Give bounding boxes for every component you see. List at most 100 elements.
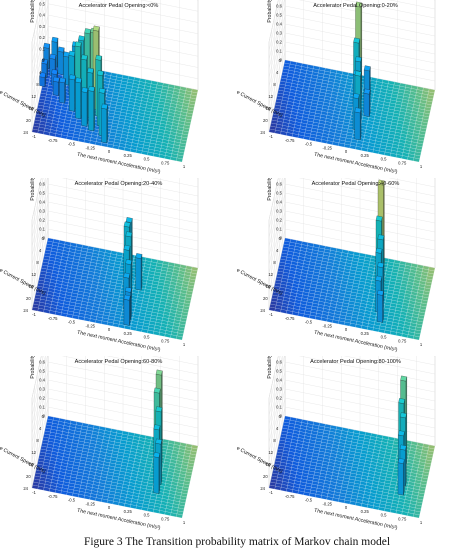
- y-tick-label: 16: [266, 106, 271, 111]
- z-gridline: [388, 0, 436, 10]
- x-tick-label: 0: [345, 505, 348, 510]
- bar-front: [397, 462, 404, 496]
- data-bar: [363, 88, 371, 117]
- z-gridline: [388, 356, 436, 366]
- data-bar: [377, 289, 384, 323]
- y-tick-label: 4: [39, 426, 42, 431]
- bar-top: [125, 286, 132, 293]
- bar-front: [88, 90, 94, 132]
- x-tick-label: 0.75: [398, 160, 407, 165]
- bar-top: [78, 35, 85, 42]
- x-tick-label: -0.5: [305, 320, 313, 325]
- surface-cell: [176, 157, 183, 163]
- chart-title: Accelerator Pedal Opening:60-80%: [74, 359, 163, 365]
- bar-top: [398, 430, 405, 437]
- bar-top: [98, 87, 106, 94]
- bar-front: [59, 81, 65, 104]
- z-tick-label: 0.5: [39, 369, 45, 374]
- x-tick-label: -0.5: [68, 498, 76, 503]
- bar-top: [155, 369, 163, 376]
- y-tick-label: 24: [23, 486, 28, 491]
- bar-top: [69, 74, 76, 81]
- bar-top: [51, 36, 59, 43]
- z-tick-label: 0.2: [276, 40, 282, 45]
- y-tick-label: 16: [29, 462, 34, 467]
- bar-top: [355, 1, 362, 8]
- z-tick-label: 0.3: [276, 387, 282, 392]
- bar-top: [43, 42, 50, 49]
- z-tick-label: 0.1: [39, 227, 45, 232]
- bar-top: [155, 438, 162, 445]
- y-tick-label: 12: [31, 94, 36, 99]
- z-tick-label: 0: [43, 236, 46, 241]
- bar-top: [377, 179, 385, 186]
- bar-side: [158, 453, 160, 494]
- bar-top: [375, 275, 382, 282]
- z-gridline: [388, 178, 436, 188]
- bar-side: [130, 288, 132, 320]
- z-tick-label: 0: [280, 414, 283, 419]
- z-tick-label: 0.2: [39, 396, 45, 401]
- x-tick-label: 0.5: [381, 157, 387, 162]
- surface-cell: [176, 335, 183, 341]
- bar-top: [125, 217, 133, 223]
- x-tick-label: -0.5: [68, 320, 76, 325]
- y-tick-label: 8: [36, 438, 39, 443]
- data-bar: [69, 74, 76, 112]
- x-tick-label: 0.5: [144, 513, 150, 518]
- y-tick-label: 4: [39, 248, 42, 253]
- bar-side: [360, 108, 362, 140]
- y-tick-label: 20: [263, 296, 268, 301]
- x-tick-label: 0.25: [124, 331, 133, 336]
- y-tick-label: 16: [266, 284, 271, 289]
- y-tick-label: 8: [36, 260, 39, 265]
- y-tick-label: 20: [263, 474, 268, 479]
- bar-front: [354, 111, 361, 141]
- x-tick-label: 0.75: [161, 338, 170, 343]
- y-tick-label: 4: [276, 70, 279, 75]
- bar-front: [57, 50, 64, 75]
- z-tick-label: 0.5: [39, 1, 45, 6]
- bar-top: [75, 77, 82, 84]
- z-axis-label: Probability: [267, 178, 273, 201]
- y-tick-label: 0: [279, 236, 282, 241]
- figure-caption: Figure 3 The Transition probability matr…: [83, 536, 391, 548]
- z-tick-label: 0.1: [276, 405, 282, 410]
- bar-front: [39, 76, 46, 87]
- bar-top: [39, 72, 46, 78]
- bar-front: [135, 257, 142, 291]
- x-tick-label: 0.75: [161, 160, 170, 165]
- bar-top: [123, 272, 130, 279]
- bar-side: [140, 254, 143, 291]
- x-tick-label: -0.25: [322, 145, 332, 150]
- bar-top: [377, 234, 385, 241]
- bar-front: [53, 80, 59, 96]
- y-tick-label: 20: [26, 474, 31, 479]
- bar-top: [84, 28, 91, 34]
- z-tick-label: 0.5: [39, 191, 45, 196]
- x-tick-label: -0.25: [85, 501, 95, 506]
- z-tick-label: 0.2: [276, 218, 282, 223]
- bar-front: [69, 78, 75, 112]
- bar-top: [87, 67, 94, 74]
- bar-top: [123, 221, 131, 228]
- data-bar: [101, 103, 108, 144]
- y-tick-label: 24: [260, 486, 265, 491]
- y-tick-label: 0: [42, 58, 45, 63]
- data-bar: [397, 458, 405, 496]
- y-tick-label: 20: [26, 118, 31, 123]
- data-bar: [39, 72, 46, 87]
- bar-side: [93, 87, 95, 131]
- x-tick-label: -1: [269, 312, 273, 317]
- bar-top: [355, 56, 362, 63]
- chart-title: Accelerator Pedal Opening:0-20%: [313, 3, 398, 9]
- bar-side: [106, 104, 108, 143]
- z-tick-label: 0.1: [39, 46, 45, 51]
- y-tick-label: 12: [268, 272, 273, 277]
- x-tick-label: -1: [32, 312, 36, 317]
- z-tick-label: 0.3: [39, 209, 45, 214]
- bar-side: [405, 445, 407, 487]
- bar-front: [75, 81, 81, 120]
- y-tick-label: 16: [266, 462, 271, 467]
- y-tick-label: 12: [31, 450, 36, 455]
